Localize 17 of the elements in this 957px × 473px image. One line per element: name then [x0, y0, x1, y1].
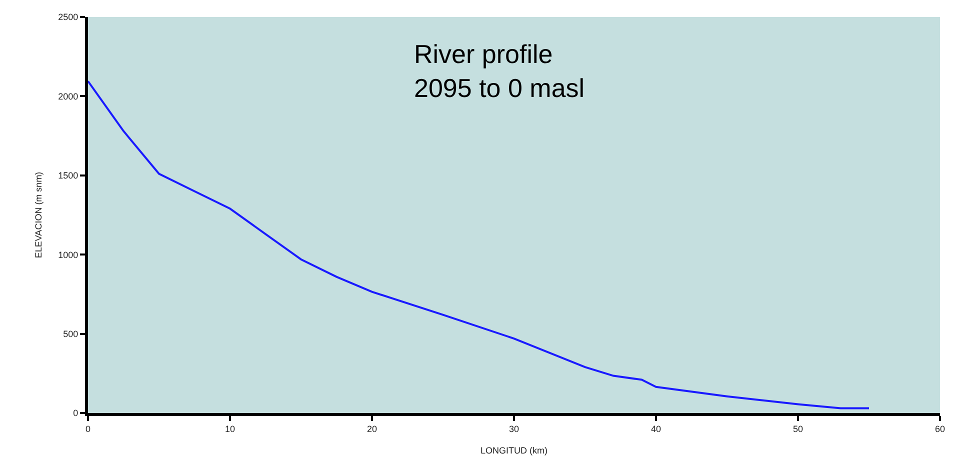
x-tick-label: 40: [650, 424, 662, 434]
y-tick-label: 1000: [58, 250, 78, 260]
x-axis-title: LONGITUD (km): [480, 446, 548, 456]
annotation: River profile 2095 to 0 masl: [414, 39, 585, 103]
y-tick-label: 500: [63, 328, 78, 339]
line-series: [88, 80, 870, 410]
x-tick-label: 50: [792, 424, 804, 434]
y-tick-label: 1500: [58, 170, 78, 181]
x-tick-label: 60: [934, 424, 946, 434]
x-tick-label: 0: [85, 424, 91, 434]
x-tick-label: 20: [366, 424, 378, 434]
y-axis-title: ELEVACION (m snm): [34, 172, 44, 258]
y-tick-label: 2000: [58, 91, 78, 102]
y-tick-label: 0: [73, 408, 78, 418]
x-tick-label: 30: [508, 424, 520, 434]
x-tick-label: 10: [224, 424, 236, 434]
y-tick-label: 2500: [58, 12, 78, 22]
